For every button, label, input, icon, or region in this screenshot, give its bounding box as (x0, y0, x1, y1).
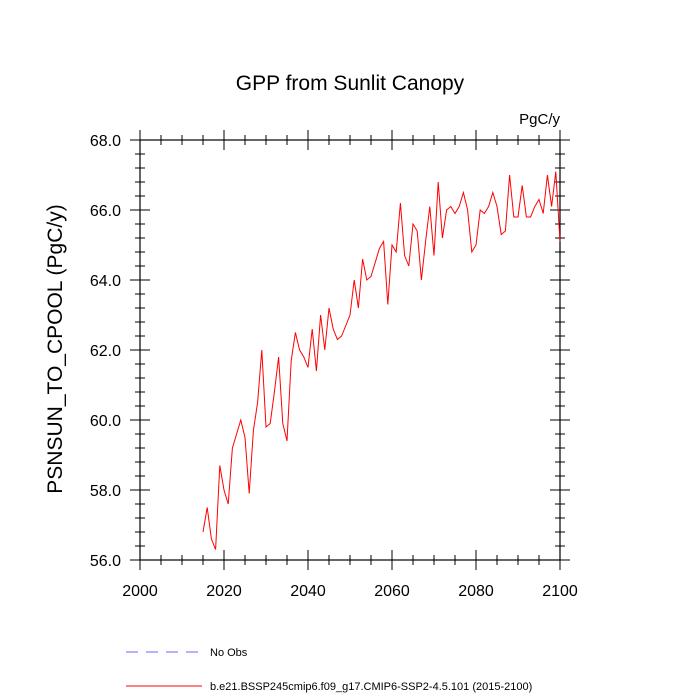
y-tick-label: 56.0 (90, 553, 121, 570)
x-tick-label: 2020 (206, 583, 242, 600)
y-tick-label: 60.0 (90, 413, 121, 430)
y-tick-label: 62.0 (90, 343, 121, 360)
y-tick-label: 58.0 (90, 483, 121, 500)
legend: No Obs b.e21.BSSP245cmip6.f09_g17.CMIP6-… (126, 647, 532, 693)
series-line (202, 171, 561, 550)
x-tick-label: 2040 (290, 583, 326, 600)
axis-ticks (130, 130, 570, 570)
y-tick-label: 68.0 (90, 133, 121, 150)
series-layer (202, 171, 561, 550)
y-tick-label: 64.0 (90, 273, 121, 290)
chart-title: GPP from Sunlit Canopy (236, 72, 465, 95)
x-tick-label: 2100 (542, 583, 578, 600)
legend-label-model: b.e21.BSSP245cmip6.f09_g17.CMIP6-SSP2-4.… (210, 681, 532, 693)
units-label: PgC/y (519, 111, 560, 128)
axis-tick-labels: 2000 2020 2040 2060 2080 2100 56.0 58.0 60.0 62.0… (90, 133, 578, 600)
legend-label-no-obs: No Obs (210, 647, 248, 659)
y-tick-label: 66.0 (90, 203, 121, 220)
x-tick-label: 2080 (458, 583, 494, 600)
plot-frame (139, 139, 561, 561)
x-tick-label: 2000 (122, 583, 158, 600)
x-tick-label: 2060 (374, 583, 410, 600)
y-axis-label: PSNSUN_TO_CPOOL (PgC/y) (44, 204, 67, 493)
